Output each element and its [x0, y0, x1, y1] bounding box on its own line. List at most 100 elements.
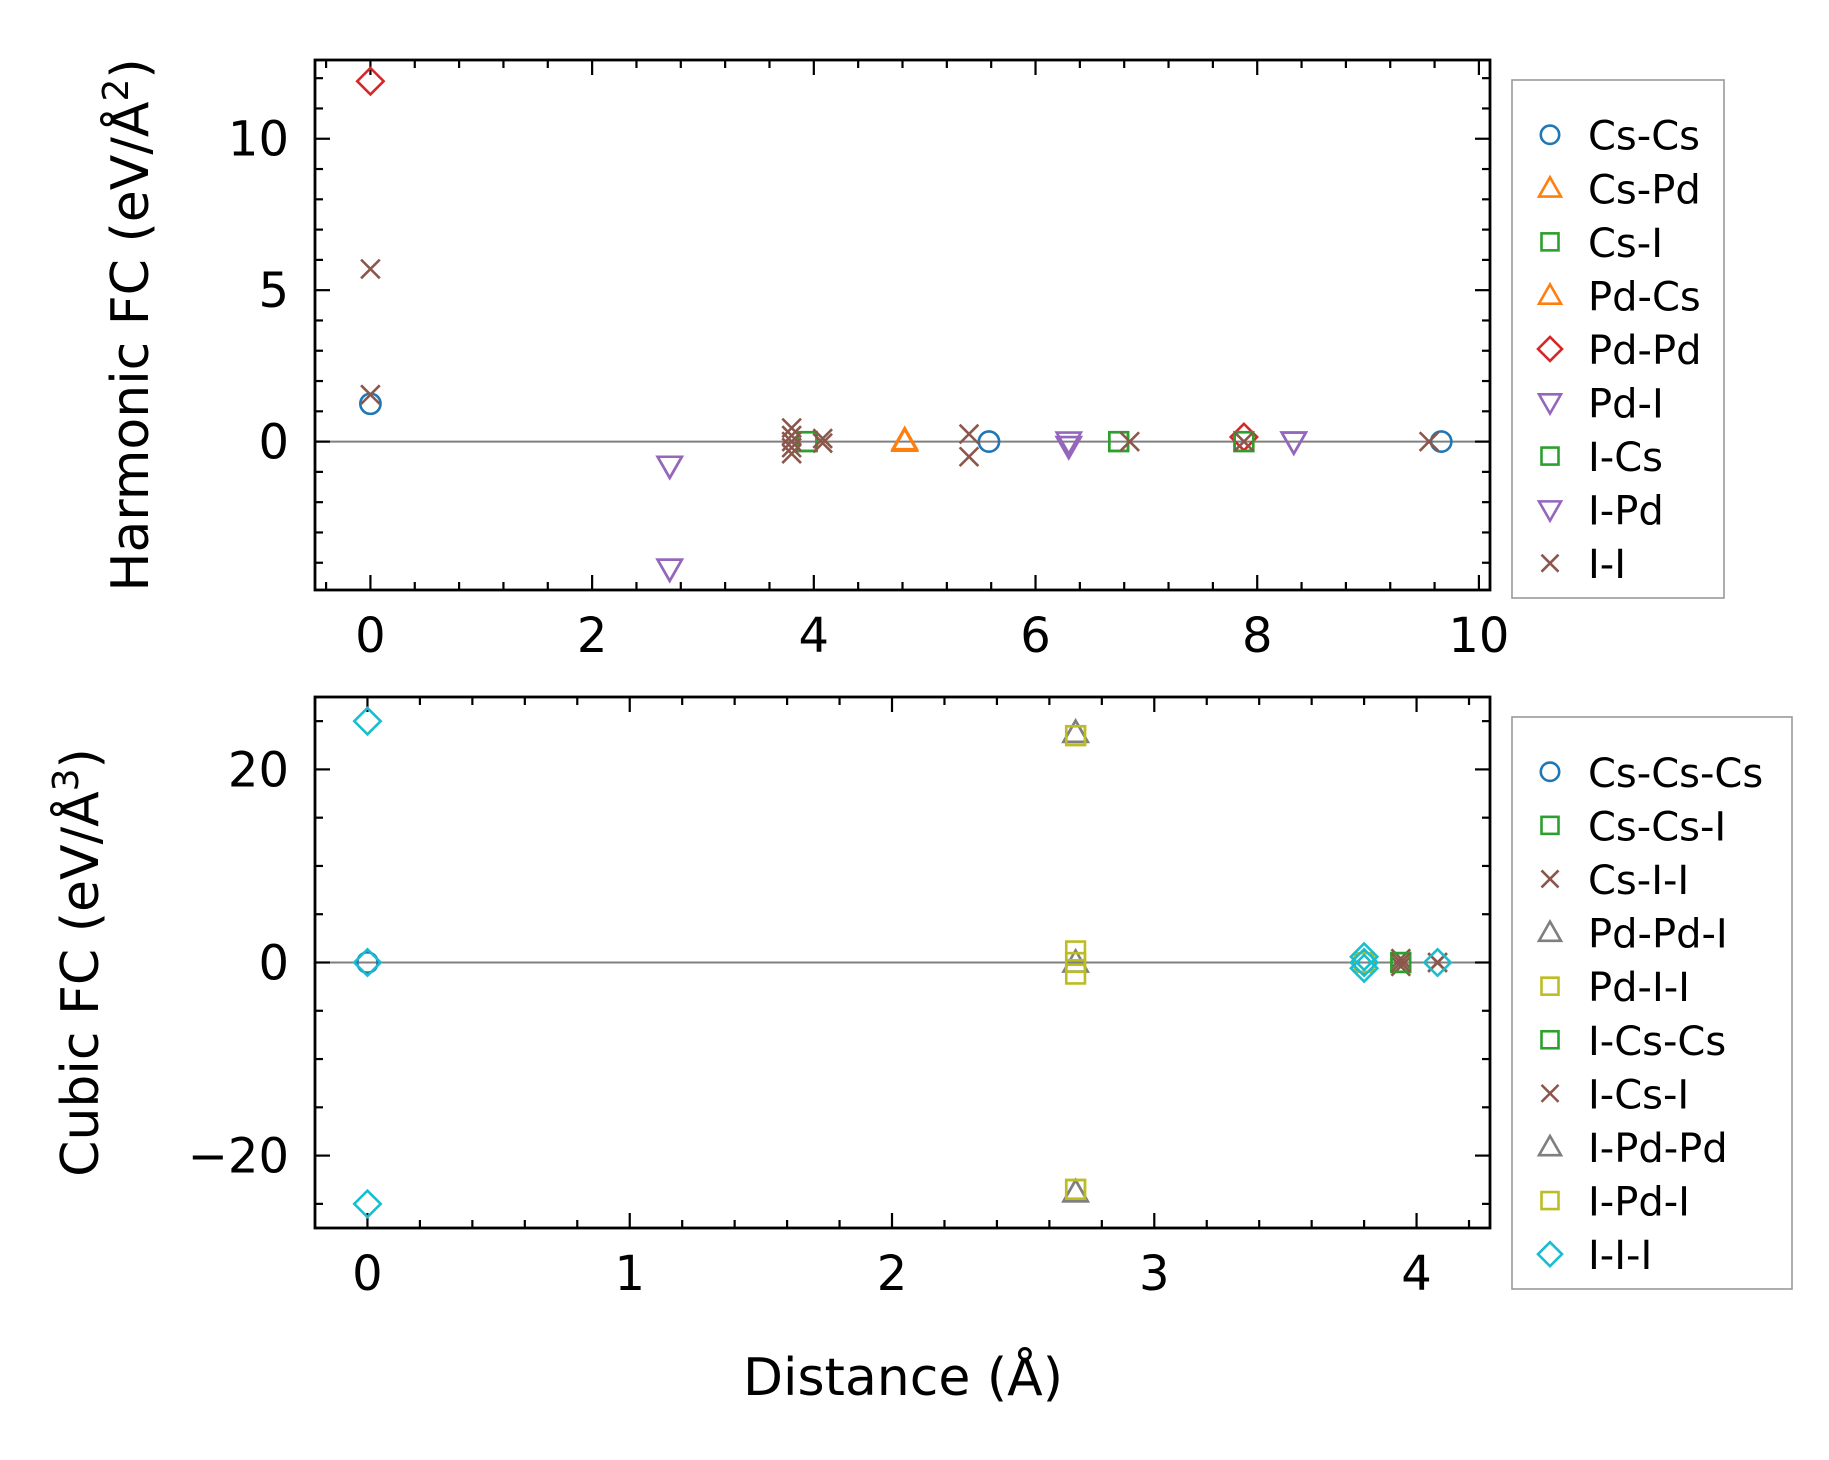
legend-item: Cs-Cs-I: [1540, 804, 1726, 850]
data-point: [655, 558, 685, 584]
legend-item: I-Pd-Pd: [1536, 1126, 1728, 1172]
data-point: [977, 430, 1001, 454]
series-i-cs-cs: [1390, 951, 1412, 974]
legend-marker: [1540, 1029, 1560, 1050]
legend-marker: [1540, 1190, 1560, 1211]
legend-item: I-Pd-I: [1540, 1180, 1690, 1226]
data-point: [1064, 1178, 1087, 1201]
legend-label: I-Pd-I: [1588, 1180, 1690, 1226]
y-axis-label: Cubic FC (eV/Å3): [46, 748, 111, 1177]
legend-label: I-Cs-I: [1588, 1072, 1689, 1118]
plot-frame: [313, 58, 1492, 592]
legend-item: Pd-I: [1536, 382, 1664, 428]
data-point: [1064, 951, 1087, 974]
data-point: [655, 455, 685, 481]
y-tick-label: 5: [258, 263, 289, 319]
legend-label: Cs-Cs: [1588, 114, 1700, 160]
data-point: [1054, 435, 1084, 461]
data-point: [1390, 951, 1412, 974]
legend-label: I-Pd-Pd: [1588, 1126, 1728, 1172]
y-tick-label: 0: [258, 415, 289, 471]
y-tick-label: −20: [188, 1129, 289, 1185]
legend-label: Cs-I-I: [1588, 858, 1689, 904]
legend-marker: [1540, 446, 1560, 466]
legend-label: Pd-Pd: [1588, 328, 1701, 374]
data-point: [781, 437, 802, 458]
series-i-i: [360, 258, 1440, 468]
legend-label: Pd-Cs: [1588, 274, 1701, 320]
legend-label: I-I: [1588, 542, 1626, 588]
plot-frame: [313, 695, 1492, 1230]
x-tick-label: 2: [577, 608, 608, 664]
x-tick-label: 4: [799, 608, 830, 664]
data-point: [355, 66, 386, 97]
legend-marker: [1536, 335, 1564, 363]
x-tick-label: 10: [1448, 608, 1509, 664]
legend-label: Cs-Pd: [1588, 167, 1701, 213]
data-point: [1061, 1177, 1090, 1203]
x-tick-label: 3: [1139, 1246, 1170, 1302]
legend-marker: [1540, 815, 1560, 836]
legend-label: Pd-Pd-I: [1588, 912, 1728, 958]
legend-marker: [1539, 761, 1561, 783]
legend-marker: [1539, 124, 1561, 146]
legend-label: I-Cs-Cs: [1588, 1019, 1726, 1065]
data-point: [1119, 431, 1141, 452]
data-point: [352, 1188, 383, 1219]
data-point: [1349, 947, 1380, 978]
data-point: [352, 706, 383, 737]
data-point: [1064, 940, 1087, 962]
data-point: [1390, 952, 1412, 973]
y-tick-label: 10: [228, 112, 289, 168]
data-point: [1349, 941, 1380, 972]
legend-item: Cs-Cs-Cs: [1539, 751, 1763, 797]
x-tick-label: 8: [1242, 608, 1273, 664]
legend-marker: [1540, 1083, 1560, 1103]
data-point: [958, 446, 980, 468]
legend-label: I-Pd: [1588, 489, 1664, 535]
legend-item: Pd-I-I: [1540, 965, 1690, 1011]
legend-marker: [1536, 500, 1564, 524]
data-point: [1054, 431, 1084, 457]
legend-item: I-Cs-I: [1540, 1072, 1689, 1118]
y-axis-label: Harmonic FC (eV/Å2): [96, 58, 161, 591]
legend: Cs-Cs Cs-Pd Cs-I Pd-Cs Pd-Pd Pd-I I-Cs I-Pd I-I: [1511, 79, 1725, 599]
legend-item: Cs-I: [1540, 221, 1663, 267]
legend-marker: [1540, 232, 1560, 252]
legend-label: Pd-I: [1588, 382, 1664, 428]
legend-marker: [1536, 281, 1564, 305]
data-point: [1418, 431, 1440, 452]
x-axis-label: Distance (Å): [743, 1346, 1063, 1408]
data-point: [812, 432, 833, 454]
series-i-pd-i: [1064, 724, 1087, 1201]
data-point: [1233, 430, 1255, 453]
legend-item: I-Cs-Cs: [1540, 1019, 1726, 1065]
legend-marker: [1536, 174, 1564, 198]
data-point: [1061, 718, 1090, 744]
data-point: [781, 443, 802, 464]
x-tick-label: 2: [877, 1246, 908, 1302]
legend-item: Cs-Cs: [1539, 114, 1700, 160]
legend-label: I-I-I: [1588, 1233, 1652, 1279]
legend-marker: [1536, 392, 1564, 417]
legend: Cs-Cs-Cs Cs-Cs-I Cs-I-I Pd-Pd-I Pd-I-I I-Cs-C…: [1511, 716, 1793, 1290]
legend-marker: [1540, 553, 1560, 573]
data-point: [1349, 953, 1380, 984]
data-point: [1422, 947, 1453, 978]
series-i-i-i: [352, 706, 1453, 1219]
legend-label: Pd-I-I: [1588, 965, 1690, 1011]
data-point: [352, 947, 383, 978]
legend-item: I-Pd: [1536, 489, 1664, 535]
series-i-pd: [655, 431, 1309, 584]
legend-marker: [1536, 1240, 1564, 1268]
data-point: [360, 258, 381, 280]
x-tick-label: 1: [614, 1246, 645, 1302]
legend-marker: [1540, 976, 1560, 996]
legend-label: Cs-Cs-Cs: [1588, 751, 1763, 797]
legend-marker: [1536, 1133, 1564, 1157]
data-point: [1429, 430, 1453, 454]
data-point: [890, 425, 920, 451]
series-pd-cs: [890, 425, 920, 451]
data-point: [356, 951, 379, 974]
